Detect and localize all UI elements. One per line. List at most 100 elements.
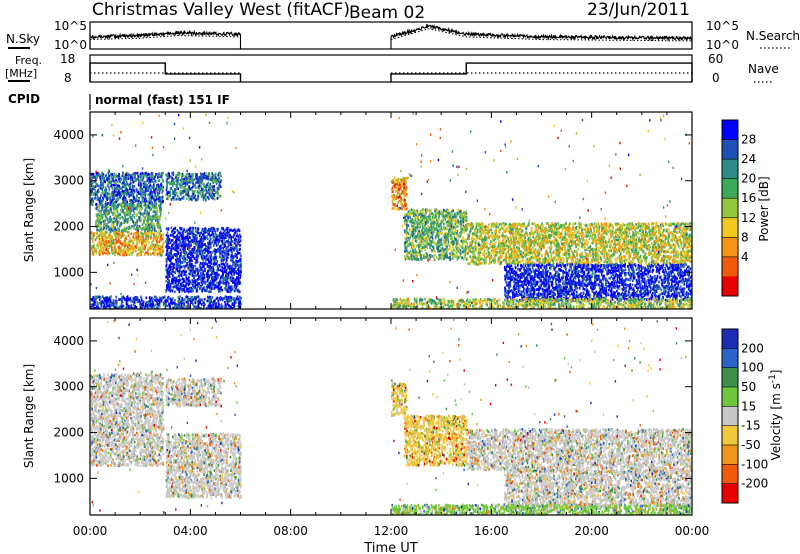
scatter-cell xyxy=(153,237,155,240)
scatter-cell xyxy=(394,185,396,188)
scatter-cell xyxy=(168,302,170,306)
scatter-cell xyxy=(146,185,148,189)
scatter-cell xyxy=(140,303,143,306)
scatter-cell xyxy=(110,218,113,221)
scatter-cell xyxy=(147,231,150,235)
scatter-cell xyxy=(183,269,186,273)
scatter-cell xyxy=(198,243,201,246)
scatter-cell xyxy=(159,210,161,213)
scatter-cell xyxy=(220,247,222,250)
scatter-cell xyxy=(122,253,124,257)
scatter-cell xyxy=(110,251,113,254)
scatter-cell xyxy=(158,172,160,176)
scatter-cell xyxy=(225,306,228,309)
scatter-cell xyxy=(144,209,146,212)
scatter-cell xyxy=(92,296,94,299)
scatter-cell xyxy=(126,220,129,224)
scatter-cell xyxy=(168,270,170,274)
scatter-cell xyxy=(160,236,163,239)
scatter-cell xyxy=(400,179,403,182)
scatter-cell xyxy=(118,248,120,251)
scatter-cell xyxy=(98,205,101,208)
scatter-cell xyxy=(197,295,200,298)
scatter-cell xyxy=(112,299,115,302)
scatter-cell xyxy=(147,225,149,229)
scatter-cell xyxy=(221,227,223,231)
scatter-cell xyxy=(154,194,156,197)
scatter-cell xyxy=(225,261,227,265)
scatter-cell xyxy=(154,211,157,214)
scatter-cell xyxy=(197,228,200,231)
scatter-cell xyxy=(113,191,116,194)
scatter-cell xyxy=(101,251,104,255)
scatter-cell xyxy=(171,198,173,201)
scatter-cell xyxy=(224,287,226,290)
nsearch-line xyxy=(390,28,692,42)
scatter-cell xyxy=(106,198,108,201)
scatter-cell xyxy=(124,190,127,193)
scatter-cell xyxy=(153,247,156,250)
scatter-cell xyxy=(175,304,177,308)
scatter-cell xyxy=(176,186,178,190)
scatter-cell xyxy=(137,235,140,238)
scatter-cell xyxy=(223,237,226,240)
scatter-cell xyxy=(110,240,112,243)
scatter-cell xyxy=(102,238,104,242)
scatter-cell xyxy=(127,220,130,223)
scatter-cell xyxy=(129,247,132,251)
scatter-cell xyxy=(206,272,208,275)
scatter-cell xyxy=(123,211,125,215)
scatter-cell xyxy=(161,254,163,257)
scatter-cell xyxy=(92,245,94,249)
scatter-cell xyxy=(102,196,104,200)
scatter-cell xyxy=(99,250,102,253)
freq-unit-label: [MHz] xyxy=(5,67,37,80)
scatter-cell xyxy=(225,295,228,299)
scatter-cell xyxy=(125,235,127,238)
scatter-cell xyxy=(121,296,123,299)
scatter-cell xyxy=(199,262,202,265)
scatter-cell xyxy=(133,190,136,194)
scatter-cell xyxy=(219,278,222,281)
scatter-cell xyxy=(99,233,101,237)
scatter-cell xyxy=(204,282,206,285)
scatter-cell xyxy=(178,191,181,194)
scatter-cell xyxy=(204,177,206,180)
scatter-cell xyxy=(199,266,202,270)
scatter-cell xyxy=(203,280,206,284)
scatter-cell xyxy=(170,262,172,265)
scatter-cell xyxy=(396,204,398,208)
scatter-cell xyxy=(200,280,203,284)
scatter-cell xyxy=(153,196,156,200)
scatter-cell xyxy=(166,237,168,241)
scatter-cell xyxy=(91,233,93,236)
scatter-cell xyxy=(152,225,155,228)
scatter-cell xyxy=(188,198,190,201)
scatter-cell xyxy=(160,175,163,179)
scatter-cell xyxy=(131,248,134,252)
scatter-cell xyxy=(234,252,237,256)
scatter-cell xyxy=(125,248,128,252)
scatter-cell xyxy=(140,233,143,237)
scatter-cell xyxy=(215,297,218,300)
scatter-cell xyxy=(214,230,217,234)
scatter-cell xyxy=(171,234,174,237)
scatter-cell xyxy=(202,270,205,273)
scatter-cell xyxy=(236,229,239,233)
scatter-cell xyxy=(122,304,125,308)
scatter-cell xyxy=(177,264,180,267)
scatter-cell xyxy=(156,209,159,212)
scatter-cell xyxy=(138,239,141,242)
scatter-cell xyxy=(201,267,204,270)
scatter-cell xyxy=(187,247,189,250)
scatter-cell xyxy=(215,272,217,275)
scatter-cell xyxy=(404,202,406,206)
scatter-cell xyxy=(104,209,106,212)
scatter-cell xyxy=(456,225,459,228)
scatter-cell xyxy=(90,200,92,203)
scatter-cell xyxy=(98,190,100,194)
scatter-cell xyxy=(122,190,124,193)
scatter-cell xyxy=(405,177,407,180)
scatter-cell xyxy=(119,193,121,197)
scatter-cell xyxy=(192,289,194,292)
